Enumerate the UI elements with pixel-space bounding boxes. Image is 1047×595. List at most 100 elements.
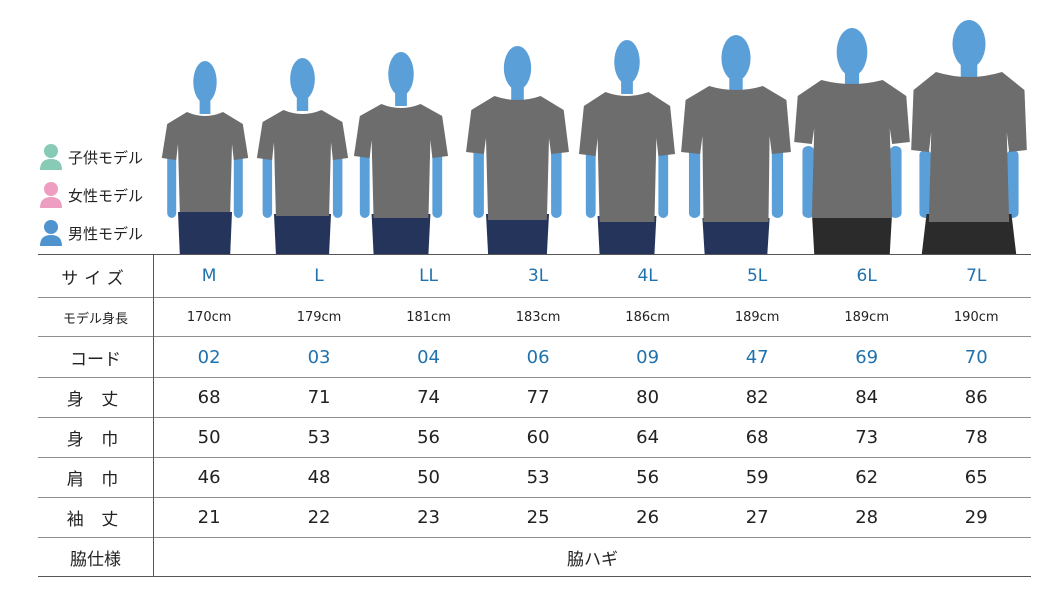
male-model-figure-4L bbox=[578, 40, 676, 254]
male-model-figure-LL bbox=[353, 52, 449, 254]
body-width-cell: 53 bbox=[264, 417, 374, 458]
color-code-cell: 02 bbox=[153, 336, 265, 378]
model-size-LL bbox=[352, 0, 450, 254]
body-width-cell: 73 bbox=[811, 417, 922, 458]
size-cell: L bbox=[264, 254, 374, 298]
size-cell: 6L bbox=[811, 254, 922, 298]
body-length-row: 身 丈 68 71 74 77 80 82 84 86 bbox=[38, 377, 1031, 418]
male-person-icon bbox=[40, 220, 62, 246]
size-cell: LL bbox=[373, 254, 484, 298]
sleeve-length-cell: 25 bbox=[483, 497, 593, 538]
model-size-3L bbox=[465, 0, 570, 254]
body-width-cell: 56 bbox=[373, 417, 484, 458]
size-header: サイズ bbox=[38, 254, 154, 298]
shoulder-width-cell: 46 bbox=[153, 457, 265, 498]
model-height-header: モデル身長 bbox=[38, 297, 154, 337]
model-height-cell: 186cm bbox=[592, 297, 703, 337]
legend-item-male: 男性モデル bbox=[38, 214, 158, 252]
body-length-cell: 71 bbox=[264, 377, 374, 418]
sleeve-length-cell: 23 bbox=[373, 497, 484, 538]
sleeve-length-cell: 29 bbox=[921, 497, 1031, 538]
male-model-figure-3L bbox=[466, 46, 569, 254]
body-length-cell: 74 bbox=[373, 377, 484, 418]
size-cell: 3L bbox=[483, 254, 593, 298]
female-person-icon bbox=[40, 182, 62, 208]
male-model-figure-6L bbox=[794, 28, 910, 254]
shoulder-width-cell: 59 bbox=[702, 457, 812, 498]
size-cell: 4L bbox=[592, 254, 703, 298]
model-height-cell: 189cm bbox=[811, 297, 922, 337]
model-height-cell: 190cm bbox=[921, 297, 1031, 337]
male-model-figure-L bbox=[256, 58, 349, 254]
child-person-icon bbox=[40, 144, 62, 170]
model-height-cell: 170cm bbox=[153, 297, 265, 337]
color-code-cell: 06 bbox=[483, 336, 593, 378]
legend-item-female: 女性モデル bbox=[38, 176, 158, 214]
model-height-cell: 179cm bbox=[264, 297, 374, 337]
color-code-cell: 04 bbox=[373, 336, 484, 378]
size-cell: M bbox=[153, 254, 265, 298]
color-code-cell: 70 bbox=[921, 336, 1031, 378]
legend-label-child: 子供モデル bbox=[68, 148, 144, 167]
male-model-figure-7L bbox=[911, 20, 1027, 254]
color-code-cell: 47 bbox=[702, 336, 812, 378]
model-height-cell: 181cm bbox=[373, 297, 484, 337]
male-model-figure-5L bbox=[681, 35, 791, 254]
body-width-cell: 64 bbox=[592, 417, 703, 458]
model-size-M bbox=[160, 0, 250, 254]
side-seam-row: 脇仕様 脇ハギ bbox=[38, 537, 1031, 577]
shoulder-width-row: 肩 巾 46 48 50 53 56 59 62 65 bbox=[38, 457, 1031, 498]
size-cell: 7L bbox=[921, 254, 1031, 298]
legend-item-child: 子供モデル bbox=[38, 138, 158, 176]
shoulder-width-cell: 50 bbox=[373, 457, 484, 498]
body-width-cell: 60 bbox=[483, 417, 593, 458]
size-chart-table: サイズ M L LL 3L 4L 5L 6L 7L モデル身長 170cm 17… bbox=[38, 254, 1031, 577]
model-height-cell: 189cm bbox=[702, 297, 812, 337]
male-model-figure-M bbox=[161, 61, 249, 254]
sleeve-length-cell: 28 bbox=[811, 497, 922, 538]
color-code-cell: 09 bbox=[592, 336, 703, 378]
model-size-4L bbox=[578, 0, 676, 254]
sleeve-length-cell: 26 bbox=[592, 497, 703, 538]
size-row: サイズ M L LL 3L 4L 5L 6L 7L bbox=[38, 254, 1031, 298]
sleeve-length-cell: 27 bbox=[702, 497, 812, 538]
body-length-header: 身 丈 bbox=[38, 377, 154, 418]
color-code-row: コード 02 03 04 06 09 47 69 70 bbox=[38, 336, 1031, 378]
body-length-cell: 77 bbox=[483, 377, 593, 418]
model-height-cell: 183cm bbox=[483, 297, 593, 337]
shoulder-width-cell: 53 bbox=[483, 457, 593, 498]
size-cell: 5L bbox=[702, 254, 812, 298]
sleeve-length-cell: 21 bbox=[153, 497, 265, 538]
color-code-cell: 69 bbox=[811, 336, 922, 378]
body-width-cell: 78 bbox=[921, 417, 1031, 458]
body-width-cell: 50 bbox=[153, 417, 265, 458]
body-length-cell: 68 bbox=[153, 377, 265, 418]
model-size-5L bbox=[680, 0, 792, 254]
legend-label-male: 男性モデル bbox=[68, 224, 144, 243]
shoulder-width-cell: 62 bbox=[811, 457, 922, 498]
model-legend: 子供モデル 女性モデル 男性モデル bbox=[38, 138, 158, 252]
model-height-row: モデル身長 170cm 179cm 181cm 183cm 186cm 189c… bbox=[38, 297, 1031, 337]
body-length-cell: 82 bbox=[702, 377, 812, 418]
model-size-L bbox=[255, 0, 350, 254]
shoulder-width-cell: 56 bbox=[592, 457, 703, 498]
sleeve-length-row: 袖 丈 21 22 23 25 26 27 28 29 bbox=[38, 497, 1031, 538]
body-length-cell: 86 bbox=[921, 377, 1031, 418]
side-seam-value: 脇ハギ bbox=[153, 537, 1031, 577]
body-width-header: 身 巾 bbox=[38, 417, 154, 458]
model-photos bbox=[0, 0, 1047, 254]
side-seam-header: 脇仕様 bbox=[38, 537, 154, 577]
sleeve-length-header: 袖 丈 bbox=[38, 497, 154, 538]
color-code-cell: 03 bbox=[264, 336, 374, 378]
sleeve-length-cell: 22 bbox=[264, 497, 374, 538]
model-size-6L bbox=[793, 0, 911, 254]
body-length-cell: 84 bbox=[811, 377, 922, 418]
legend-label-female: 女性モデル bbox=[68, 186, 144, 205]
body-width-row: 身 巾 50 53 56 60 64 68 73 78 bbox=[38, 417, 1031, 458]
shoulder-width-cell: 48 bbox=[264, 457, 374, 498]
shoulder-width-cell: 65 bbox=[921, 457, 1031, 498]
shoulder-width-header: 肩 巾 bbox=[38, 457, 154, 498]
model-size-7L bbox=[910, 0, 1028, 254]
body-length-cell: 80 bbox=[592, 377, 703, 418]
color-code-header: コード bbox=[38, 336, 154, 378]
